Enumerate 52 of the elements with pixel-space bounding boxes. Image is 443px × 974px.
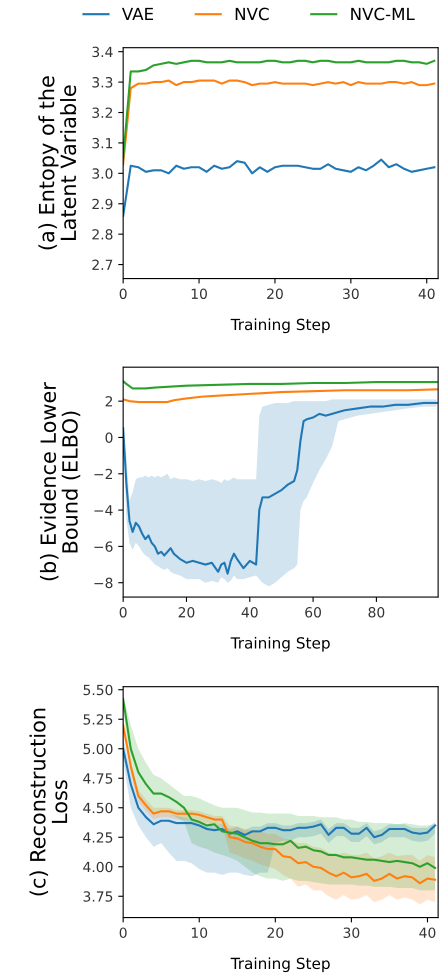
line-series bbox=[123, 748, 436, 838]
y-tick-label: 3.0 bbox=[92, 168, 113, 179]
y-tick-label: 0 bbox=[106, 432, 113, 443]
y-tick-label: 2 bbox=[106, 396, 112, 406]
y-tick-label: 2.8 bbox=[92, 229, 112, 240]
y-tick-label: 3.2 bbox=[92, 107, 112, 118]
y-tick-label: 5.50 bbox=[84, 684, 113, 696]
x-tick-label: 60 bbox=[305, 607, 321, 618]
y-tick-label: 3.4 bbox=[92, 46, 113, 58]
x-tick-label: 0 bbox=[120, 607, 127, 618]
line-series bbox=[123, 158, 436, 217]
y-axis-title: (a) Entopy of the Latent Variable bbox=[38, 76, 76, 250]
legend-label: VAE bbox=[122, 8, 154, 20]
y-tick-label: −8 bbox=[94, 578, 112, 588]
x-tick-label: 0 bbox=[120, 927, 127, 938]
y-tick-label: 5.00 bbox=[84, 744, 113, 754]
line-series bbox=[123, 388, 438, 404]
x-tick-label: 80 bbox=[368, 607, 384, 618]
legend-label: NVC-ML bbox=[351, 8, 415, 20]
x-tick-label: 10 bbox=[192, 288, 207, 300]
x-tick-label: 20 bbox=[267, 927, 284, 938]
y-axis-title: (c) Reconstruction Loss bbox=[29, 708, 68, 896]
y-tick-label: 5.25 bbox=[84, 714, 112, 725]
x-tick-label: 30 bbox=[344, 927, 360, 938]
line-series bbox=[123, 380, 438, 390]
line-series bbox=[123, 80, 436, 166]
y-tick-label: 4.00 bbox=[83, 862, 113, 872]
x-axis-title: Training Step bbox=[230, 957, 330, 972]
y-tick-label: 3.3 bbox=[92, 77, 112, 88]
x-axis-title: Training Step bbox=[230, 636, 330, 652]
y-tick-label: 4.50 bbox=[83, 802, 113, 814]
x-tick-label: 0 bbox=[120, 288, 127, 300]
y-tick-label: −4 bbox=[94, 505, 113, 516]
x-tick-label: 40 bbox=[418, 288, 435, 300]
x-tick-label: 40 bbox=[419, 927, 436, 938]
y-tick-label: 2.7 bbox=[92, 260, 112, 270]
y-tick-label: 4.25 bbox=[83, 832, 112, 843]
y-tick-label: −2 bbox=[94, 468, 112, 480]
y-tick-label: 3.1 bbox=[92, 138, 112, 148]
y-tick-label: 3.75 bbox=[84, 891, 112, 902]
line-series bbox=[123, 60, 436, 160]
x-axis-title: Training Step bbox=[230, 318, 330, 334]
y-tick-label: 4.75 bbox=[83, 773, 112, 784]
x-tick-label: 20 bbox=[267, 288, 283, 300]
x-tick-label: 20 bbox=[178, 607, 194, 618]
y-tick-label: 2.9 bbox=[92, 198, 112, 210]
legend-label: NVC bbox=[236, 8, 269, 20]
x-tick-label: 10 bbox=[192, 927, 208, 938]
y-tick-label: −6 bbox=[94, 541, 113, 552]
y-axis-title: (b) Evidence Lower Bound (ELBO) bbox=[40, 382, 80, 580]
x-tick-label: 40 bbox=[242, 607, 258, 618]
x-tick-label: 30 bbox=[343, 288, 359, 300]
